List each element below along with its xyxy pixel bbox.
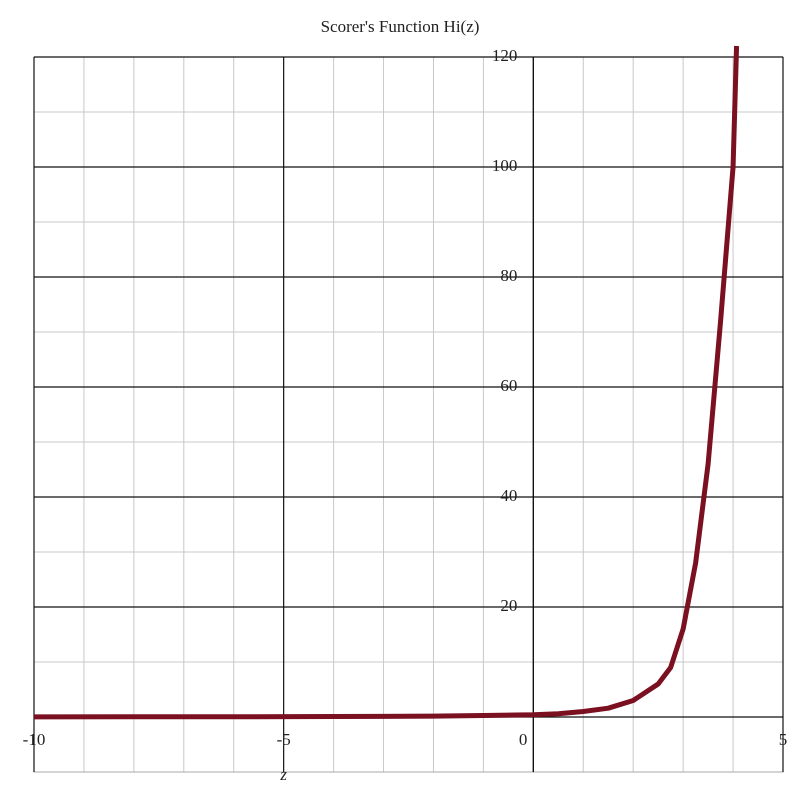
y-tick-label: 40	[500, 486, 517, 505]
x-tick-label: 0	[519, 730, 528, 749]
data-line	[33, 45, 740, 720]
x-tick-label: 5	[779, 730, 788, 749]
y-tick-label: 20	[500, 596, 517, 615]
y-tick-label: 120	[492, 46, 518, 65]
y-tick-label: 60	[500, 376, 517, 395]
y-tick-label: 100	[492, 156, 518, 175]
chart-title: Scorer's Function Hi(z)	[321, 17, 480, 36]
y-tick-label: 80	[500, 266, 517, 285]
x-tick-label: -10	[23, 730, 46, 749]
x-tick-label: -5	[277, 730, 291, 749]
x-axis-label: z	[279, 765, 287, 784]
